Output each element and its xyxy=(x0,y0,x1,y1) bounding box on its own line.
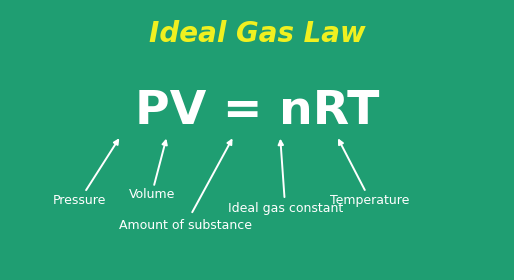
Text: PV = nRT: PV = nRT xyxy=(135,90,379,134)
Text: Ideal gas constant: Ideal gas constant xyxy=(228,202,343,215)
Text: Temperature: Temperature xyxy=(331,194,410,207)
Text: Volume: Volume xyxy=(128,188,175,201)
Text: Ideal Gas Law: Ideal Gas Law xyxy=(149,20,365,48)
Text: Amount of substance: Amount of substance xyxy=(119,219,251,232)
Text: Pressure: Pressure xyxy=(53,194,106,207)
